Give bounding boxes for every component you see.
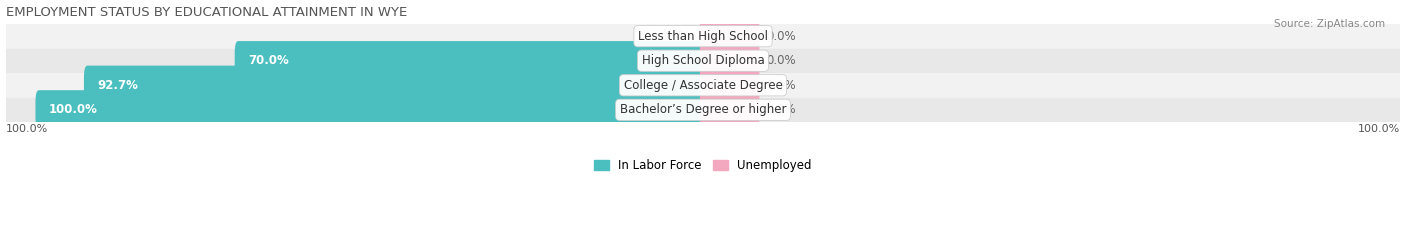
FancyBboxPatch shape — [700, 41, 759, 80]
Legend: In Labor Force, Unemployed: In Labor Force, Unemployed — [589, 155, 817, 177]
FancyBboxPatch shape — [700, 17, 759, 56]
Text: 0.0%: 0.0% — [766, 54, 796, 67]
FancyBboxPatch shape — [6, 48, 1400, 73]
FancyBboxPatch shape — [35, 90, 706, 130]
Text: Less than High School: Less than High School — [638, 30, 768, 43]
Text: College / Associate Degree: College / Associate Degree — [624, 79, 782, 92]
FancyBboxPatch shape — [6, 73, 1400, 98]
FancyBboxPatch shape — [84, 66, 706, 105]
Text: Source: ZipAtlas.com: Source: ZipAtlas.com — [1274, 19, 1385, 29]
Text: 92.7%: 92.7% — [97, 79, 138, 92]
Text: Bachelor’s Degree or higher: Bachelor’s Degree or higher — [620, 103, 786, 116]
Text: 0.0%: 0.0% — [766, 79, 796, 92]
FancyBboxPatch shape — [700, 66, 759, 105]
FancyBboxPatch shape — [235, 41, 706, 80]
Text: High School Diploma: High School Diploma — [641, 54, 765, 67]
Text: EMPLOYMENT STATUS BY EDUCATIONAL ATTAINMENT IN WYE: EMPLOYMENT STATUS BY EDUCATIONAL ATTAINM… — [6, 6, 406, 19]
Text: 0.0%: 0.0% — [659, 30, 690, 43]
Text: 70.0%: 70.0% — [247, 54, 288, 67]
Text: 100.0%: 100.0% — [49, 103, 97, 116]
Text: 100.0%: 100.0% — [1358, 124, 1400, 134]
FancyBboxPatch shape — [6, 98, 1400, 122]
Text: 0.0%: 0.0% — [766, 30, 796, 43]
Text: 0.0%: 0.0% — [766, 103, 796, 116]
Text: 100.0%: 100.0% — [6, 124, 48, 134]
FancyBboxPatch shape — [6, 24, 1400, 48]
FancyBboxPatch shape — [700, 90, 759, 130]
